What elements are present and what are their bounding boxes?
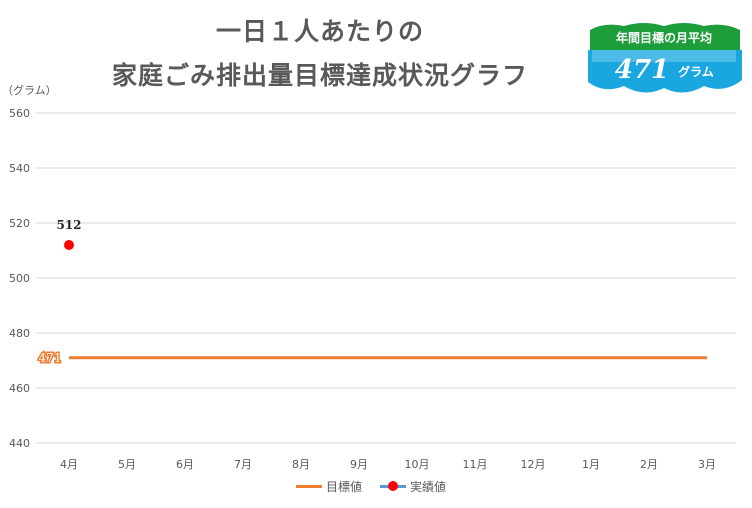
y-tick-label: 500	[9, 272, 30, 285]
x-tick-label: 2月	[640, 458, 658, 471]
y-tick-label: 560	[9, 107, 30, 120]
legend-label-target: 目標値	[326, 480, 363, 494]
x-tick-label: 11月	[463, 458, 488, 471]
y-tick-label: 480	[9, 327, 30, 340]
legend-swatch-actual	[380, 481, 407, 491]
badge-shine	[592, 50, 736, 62]
y-tick-label: 440	[9, 437, 30, 450]
x-tick-label: 6月	[176, 458, 194, 471]
data-point-actual	[64, 240, 74, 250]
target-badge: 年間目標の月平均 471 グラム	[588, 23, 742, 93]
x-tick-label: 10月	[405, 458, 430, 471]
badge-unit: グラム	[678, 64, 714, 79]
y-tick-labels: 440 460 480 500 520 540 560	[9, 107, 30, 450]
x-tick-label: 9月	[350, 458, 368, 471]
chart-title-line1: 一日１人あたりの	[215, 17, 424, 46]
x-tick-label: 8月	[292, 458, 310, 471]
gridlines	[36, 112, 736, 444]
y-tick-label: 520	[9, 217, 30, 230]
legend: 目標値 実績値	[296, 478, 464, 495]
x-tick-label: 7月	[234, 458, 252, 471]
x-tick-labels: 4月 5月 6月 7月 8月 9月 10月 11月 12月 1月 2月 3月	[60, 458, 716, 471]
y-tick-label: 540	[9, 162, 30, 175]
x-tick-label: 1月	[582, 458, 600, 471]
y-axis-label: （グラム）	[2, 83, 57, 97]
y-tick-label: 460	[9, 382, 30, 395]
badge-value: 471	[615, 55, 669, 85]
legend-swatch-target	[296, 485, 322, 488]
x-tick-label: 4月	[60, 458, 78, 471]
data-label-actual: 512	[56, 218, 81, 232]
chart-title-line2: 家庭ごみ排出量目標達成状況グラフ	[111, 61, 528, 90]
legend-item-actual: 実績値	[380, 478, 446, 495]
data-label-target: 471	[39, 351, 62, 365]
legend-label-actual: 実績値	[410, 480, 447, 494]
x-tick-label: 12月	[521, 458, 546, 471]
series-layer: 471 512	[37, 218, 707, 366]
x-tick-label: 5月	[118, 458, 136, 471]
legend-item-target: 目標値	[296, 478, 362, 495]
badge-label: 年間目標の月平均	[616, 30, 712, 45]
badge-top-shape	[590, 23, 740, 50]
x-tick-label: 3月	[698, 458, 716, 471]
